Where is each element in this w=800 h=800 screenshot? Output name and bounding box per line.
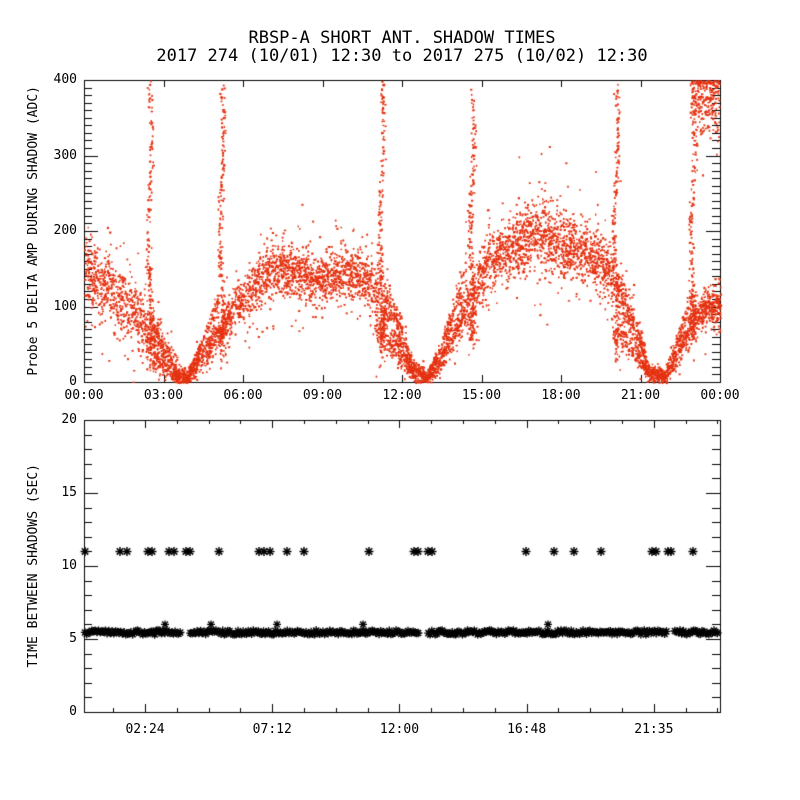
top-x-tick-label: 06:00 <box>223 388 263 403</box>
bottom-x-tick-label: 21:35 <box>634 722 674 737</box>
top-x-tick-label: 03:00 <box>143 388 184 403</box>
bottom-x-tick-label: 02:24 <box>125 722 165 737</box>
top-y-tick-label: 200 <box>53 223 77 238</box>
top-x-tick-label: 00:00 <box>64 388 104 403</box>
top-x-tick-label: 12:00 <box>382 388 422 403</box>
chart-subtitle-daterange: 2017 274 (10/01) 12:30 to 2017 275 (10/0… <box>156 46 648 66</box>
bottom-y-tick-label: 10 <box>61 558 77 573</box>
top-y-tick-label: 0 <box>69 374 77 389</box>
top-x-tick-label: 15:00 <box>461 388 502 403</box>
top-y-tick-label: 300 <box>53 147 77 163</box>
chart-title: RBSP-A SHORT ANT. SHADOW TIMES <box>248 28 556 48</box>
top-x-tick-label: 00:00 <box>700 388 740 403</box>
bottom-y-tick-label: 0 <box>69 704 77 719</box>
top-y-tick-label: 100 <box>53 298 77 314</box>
top-x-tick-label: 21:00 <box>620 388 661 403</box>
bottom-x-tick-label: 16:48 <box>507 722 547 737</box>
top-x-tick-label: 09:00 <box>302 388 343 403</box>
bottom-x-tick-label: 07:12 <box>252 722 292 737</box>
top-y-tick-label: 400 <box>53 72 77 87</box>
bottom-y-tick-label: 15 <box>61 485 77 500</box>
bottom-y-tick-label: 5 <box>69 631 77 646</box>
top-x-tick-label: 18:00 <box>541 388 581 403</box>
bottom-y-tick-label: 20 <box>61 412 77 427</box>
bottom-x-tick-label: 12:00 <box>379 722 420 737</box>
